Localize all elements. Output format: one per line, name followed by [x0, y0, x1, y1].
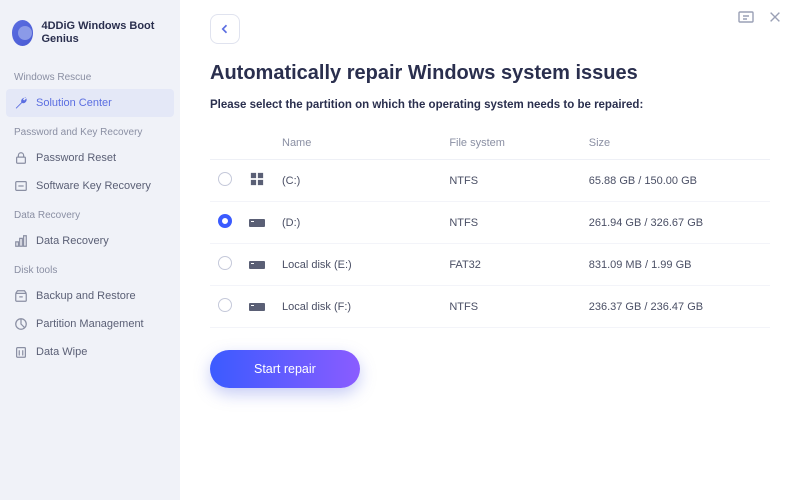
wrench-icon: [14, 96, 28, 110]
sidebar-item-password-reset[interactable]: Password Reset: [0, 144, 180, 172]
sidebar-item-data-recovery[interactable]: Data Recovery: [0, 227, 180, 255]
window-controls: [738, 10, 784, 26]
partition-radio[interactable]: [218, 214, 232, 228]
sidebar-section-header: Disk tools: [0, 255, 180, 282]
partition-icon: [14, 317, 28, 331]
table-row[interactable]: Local disk (F:) NTFS 236.37 GB / 236.47 …: [210, 286, 770, 328]
sidebar-item-label: Data Wipe: [36, 346, 87, 358]
page-subtitle: Please select the partition on which the…: [210, 99, 770, 111]
sidebar-item-label: Backup and Restore: [36, 290, 136, 302]
partition-radio[interactable]: [218, 256, 232, 270]
sidebar-section-header: Password and Key Recovery: [0, 117, 180, 144]
partition-name: Local disk (F:): [282, 301, 449, 313]
sidebar-item-data-wipe[interactable]: Data Wipe: [0, 338, 180, 366]
partition-size: 261.94 GB / 326.67 GB: [589, 217, 770, 229]
table-header: Name File system Size: [210, 129, 770, 160]
sidebar: 4DDiG Windows Boot Genius Windows Rescue…: [0, 0, 180, 500]
app-title: 4DDiG Windows Boot Genius: [41, 20, 168, 46]
chart-icon: [14, 234, 28, 248]
sidebar-section-header: Data Recovery: [0, 200, 180, 227]
partition-radio[interactable]: [218, 298, 232, 312]
wipe-icon: [14, 345, 28, 359]
sidebar-item-solution-center[interactable]: Solution Center: [6, 89, 174, 117]
start-repair-button[interactable]: Start repair: [210, 350, 360, 388]
partition-table: Name File system Size (C:) NTFS 65.88 GB…: [210, 129, 770, 328]
sidebar-item-partition-management[interactable]: Partition Management: [0, 310, 180, 338]
col-name-header: Name: [282, 137, 449, 149]
sidebar-item-software-key-recovery[interactable]: Software Key Recovery: [0, 172, 180, 200]
partition-fs: NTFS: [449, 217, 588, 229]
key-icon: [14, 179, 28, 193]
app-logo-area: 4DDiG Windows Boot Genius: [0, 12, 180, 62]
sidebar-item-label: Password Reset: [36, 152, 116, 164]
page-title: Automatically repair Windows system issu…: [210, 62, 770, 85]
disk-icon: [248, 214, 266, 228]
partition-fs: FAT32: [449, 259, 588, 271]
partition-fs: NTFS: [449, 301, 588, 313]
partition-size: 236.37 GB / 236.47 GB: [589, 301, 770, 313]
table-row[interactable]: (C:) NTFS 65.88 GB / 150.00 GB: [210, 160, 770, 202]
sidebar-sections: Windows Rescue Solution Center Password an…: [0, 62, 180, 366]
windows-icon: [248, 172, 266, 186]
back-button[interactable]: [210, 14, 240, 44]
col-fs-header: File system: [449, 137, 588, 149]
sidebar-item-backup-and-restore[interactable]: Backup and Restore: [0, 282, 180, 310]
sidebar-item-label: Software Key Recovery: [36, 180, 151, 192]
sidebar-section-header: Windows Rescue: [0, 62, 180, 89]
table-row[interactable]: Local disk (E:) FAT32 831.09 MB / 1.99 G…: [210, 244, 770, 286]
table-row[interactable]: (D:) NTFS 261.94 GB / 326.67 GB: [210, 202, 770, 244]
disk-icon: [248, 256, 266, 270]
archive-icon: [14, 289, 28, 303]
partition-size: 831.09 MB / 1.99 GB: [589, 259, 770, 271]
col-size-header: Size: [589, 137, 770, 149]
sidebar-item-label: Data Recovery: [36, 235, 109, 247]
sidebar-item-label: Solution Center: [36, 97, 112, 109]
partition-fs: NTFS: [449, 175, 588, 187]
partition-name: (C:): [282, 175, 449, 187]
disk-icon: [248, 298, 266, 312]
feedback-icon[interactable]: [738, 10, 754, 26]
app-logo-icon: [12, 20, 33, 46]
main-panel: Automatically repair Windows system issu…: [180, 0, 800, 500]
partition-name: (D:): [282, 217, 449, 229]
lock-icon: [14, 151, 28, 165]
partition-name: Local disk (E:): [282, 259, 449, 271]
close-icon[interactable]: [768, 10, 784, 26]
partition-radio[interactable]: [218, 172, 232, 186]
sidebar-item-label: Partition Management: [36, 318, 144, 330]
partition-size: 65.88 GB / 150.00 GB: [589, 175, 770, 187]
